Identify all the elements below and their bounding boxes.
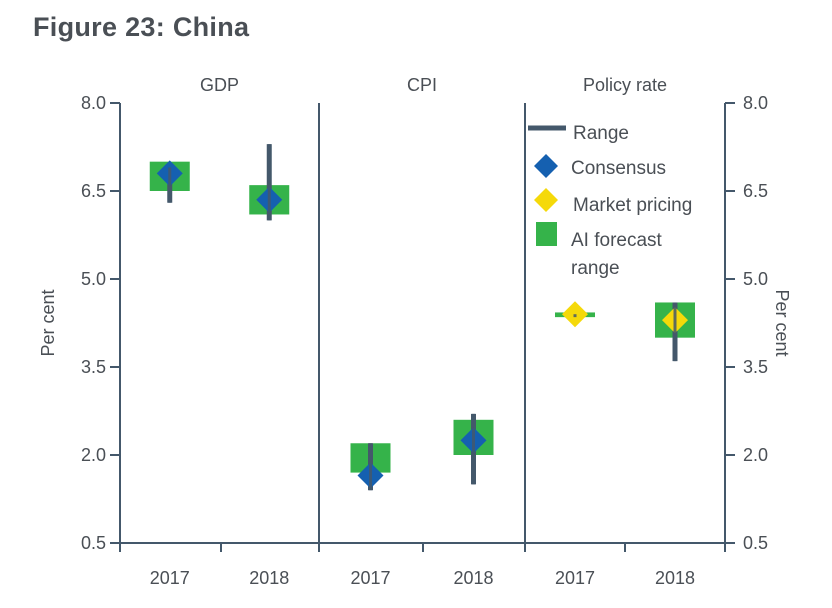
legend-consensus-swatch xyxy=(534,154,558,178)
x-tick-label: 2018 xyxy=(655,568,695,588)
legend-ai-forecast-swatch xyxy=(536,222,557,246)
legend-ai-forecast-label-line1: AI forecast xyxy=(571,230,663,251)
x-tick-label: 2017 xyxy=(555,568,595,588)
y-tick-label-right: 3.5 xyxy=(743,357,768,377)
legend-ai-forecast-label-line2: range xyxy=(571,258,620,279)
chart-marks xyxy=(149,144,695,491)
y-tick-label-left: 2.0 xyxy=(81,445,106,465)
y-tick-label-right: 5.0 xyxy=(743,269,768,289)
y-tick-label-left: 0.5 xyxy=(81,533,106,553)
y-tick-label-right: 6.5 xyxy=(743,181,768,201)
panel-label-policy-rate: Policy rate xyxy=(583,75,667,95)
legend-consensus-label: Consensus xyxy=(571,158,666,179)
panel-label-cpi: CPI xyxy=(407,75,437,95)
legend-market-pricing-swatch xyxy=(534,188,558,212)
y-tick-label-left: 6.5 xyxy=(81,181,106,201)
y-axis-title-right: Per cent xyxy=(772,289,792,356)
x-tick-label: 2018 xyxy=(453,568,493,588)
legend-range-label: Range xyxy=(573,123,629,144)
chart-axes: 0.5 0.5 2.0 2.0 3.5 3.5 5.0 5.0 6.5 6.5 8.0 8.0 Per … xyxy=(38,75,792,588)
y-tick-label-right: 2.0 xyxy=(743,445,768,465)
panel-label-gdp: GDP xyxy=(200,75,239,95)
y-tick-label-left: 8.0 xyxy=(81,93,106,113)
figure-title: Figure 23: China xyxy=(33,12,250,42)
legend-market-pricing-label: Market pricing xyxy=(573,195,692,216)
y-tick-label-left: 3.5 xyxy=(81,357,106,377)
chart-legend: Range Consensus Market pricing AI forecast r… xyxy=(528,123,692,279)
y-tick-label-right: 0.5 xyxy=(743,533,768,553)
y-tick-label-left: 5.0 xyxy=(81,269,106,289)
x-tick-label: 2018 xyxy=(249,568,289,588)
x-tick-label: 2017 xyxy=(150,568,190,588)
y-axis-title-left: Per cent xyxy=(38,289,58,356)
x-tick-label: 2017 xyxy=(350,568,390,588)
y-tick-label-right: 8.0 xyxy=(743,93,768,113)
